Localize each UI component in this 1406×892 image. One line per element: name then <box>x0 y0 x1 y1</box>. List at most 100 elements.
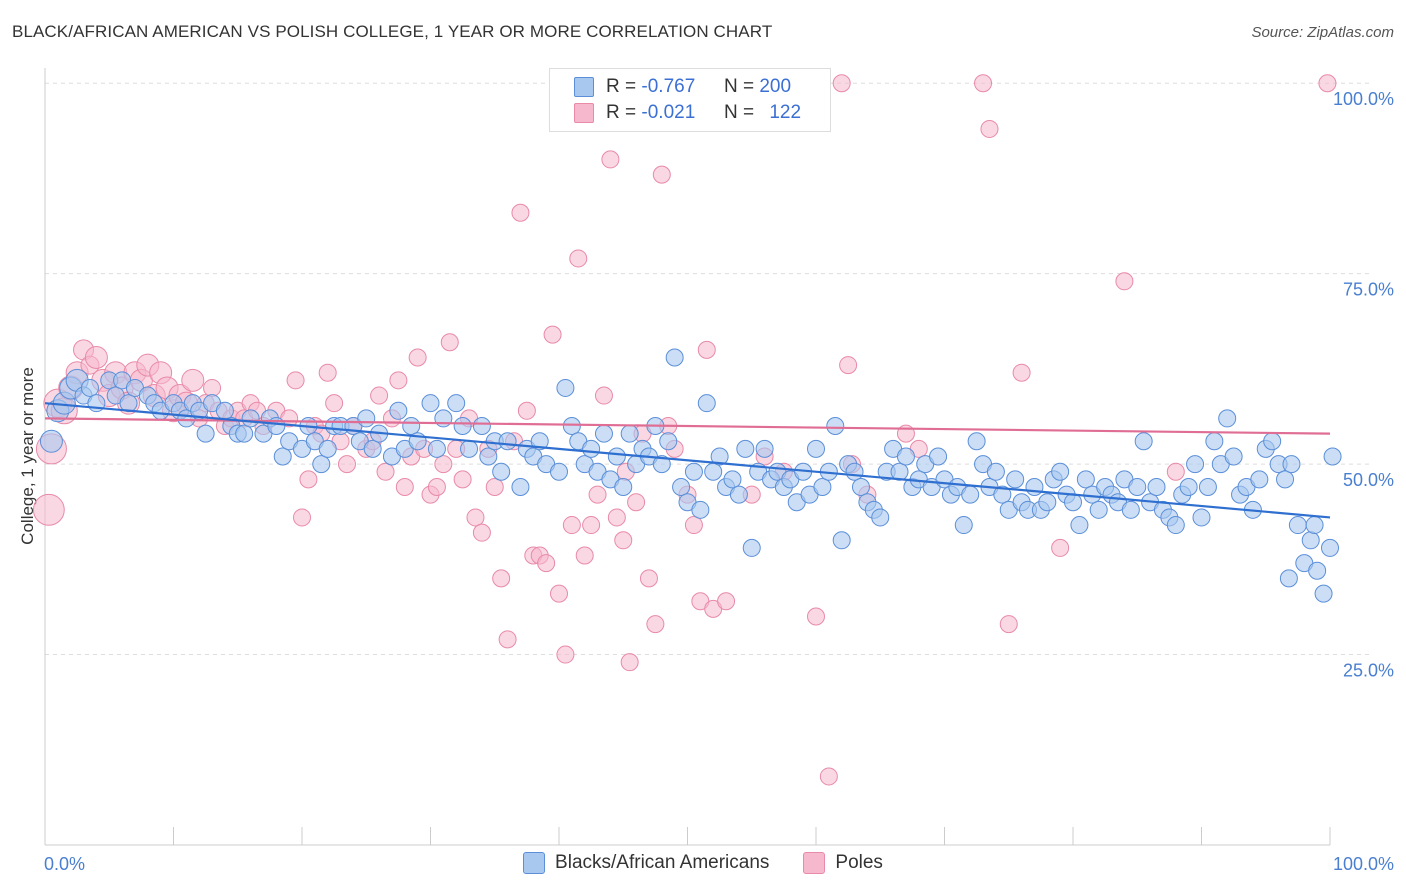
y-tick-label: 50.0% <box>1343 470 1394 490</box>
blacks-point <box>871 508 890 527</box>
blacks-point <box>1218 409 1237 428</box>
poles-point <box>427 477 446 496</box>
blacks-point <box>492 462 511 481</box>
blacks-point <box>1305 516 1324 535</box>
blacks-point <box>832 531 851 550</box>
blacks-point <box>684 462 703 481</box>
poles-point <box>32 493 65 526</box>
series-legend: Blacks/African Americans Poles <box>0 852 1406 874</box>
poles-point <box>620 653 639 672</box>
blacks-point <box>39 429 63 453</box>
poles-point <box>434 455 453 474</box>
poles-point <box>370 386 389 405</box>
poles-point <box>575 546 594 565</box>
blacks-point <box>620 424 639 443</box>
legend-item-poles: Poles <box>803 852 883 874</box>
blacks-point <box>1064 493 1082 512</box>
blacks-point <box>723 470 742 489</box>
poles-point <box>286 371 305 390</box>
x-tick-label: 100.0% <box>1333 854 1394 874</box>
poles-point <box>807 607 825 626</box>
blacks-point <box>704 462 723 481</box>
poles-point <box>1051 538 1070 557</box>
blacks-point <box>1038 493 1057 512</box>
r-value: -0.767 <box>641 76 696 97</box>
blacks-point <box>434 409 453 428</box>
blacks-point <box>993 485 1012 504</box>
blacks-point <box>427 439 446 458</box>
blacks-point <box>556 378 575 397</box>
blacks-point <box>582 439 601 458</box>
blue-swatch <box>574 77 594 97</box>
poles-point <box>652 165 671 184</box>
poles-point <box>395 477 414 496</box>
poles-trend-line <box>44 417 1331 435</box>
r-label: R = <box>606 76 637 97</box>
poles-point <box>498 630 517 649</box>
poles-point <box>819 767 838 786</box>
blacks-point <box>845 462 864 481</box>
blacks-point <box>1276 470 1295 489</box>
poles-point <box>1166 462 1185 481</box>
blacks-point <box>421 394 440 413</box>
axes <box>44 68 1331 846</box>
n-label: N = <box>723 76 755 97</box>
legend-label-poles: Poles <box>835 852 883 873</box>
poles-point <box>639 569 658 588</box>
blacks-point <box>215 401 234 420</box>
poles-point <box>684 516 703 535</box>
blacks-point <box>691 500 710 519</box>
blacks-point <box>652 455 671 474</box>
poles-point <box>588 485 607 504</box>
blacks-points <box>39 348 1342 603</box>
poles-point <box>717 592 736 611</box>
poles-point <box>582 516 601 535</box>
poles-point <box>299 470 318 489</box>
poles-point <box>974 74 993 93</box>
poles-point <box>1012 363 1031 382</box>
x-tick-label: 0.0% <box>44 854 85 874</box>
blacks-point <box>530 432 549 451</box>
blacks-point <box>1051 462 1070 481</box>
stats-legend: R = -0.767 N = 200 R = -0.021 N = 122 <box>549 68 831 132</box>
poles-point <box>453 470 472 489</box>
poles-point <box>537 554 556 573</box>
poles-point <box>517 401 536 420</box>
poles-point <box>550 584 568 603</box>
blacks-point <box>1025 477 1044 496</box>
poles-point <box>318 363 337 382</box>
blacks-point <box>1288 516 1307 535</box>
r-label: R = <box>606 102 637 123</box>
legend-item-blacks: Blacks/African Americans <box>523 852 769 874</box>
source-label: Source: ZipAtlas.com <box>1251 24 1394 41</box>
blacks-point <box>1006 470 1025 489</box>
poles-point <box>472 523 491 542</box>
pink-swatch <box>803 852 826 874</box>
blacks-point <box>729 485 748 504</box>
n-label: N = <box>723 102 755 123</box>
poles-point <box>440 333 459 352</box>
blacks-point <box>986 462 1005 481</box>
blacks-point <box>1128 477 1147 496</box>
n-value: 122 <box>769 102 802 123</box>
blacks-point <box>1179 477 1198 496</box>
poles-point <box>492 569 511 588</box>
poles-point <box>999 615 1018 634</box>
blacks-point <box>1224 447 1243 466</box>
blacks-point <box>550 462 568 481</box>
blacks-point <box>460 439 479 458</box>
blacks-point <box>697 394 716 413</box>
blacks-point <box>312 455 331 474</box>
blacks-point <box>357 409 376 428</box>
poles-point <box>697 340 716 359</box>
chart-title: BLACK/AFRICAN AMERICAN VS POLISH COLLEGE… <box>12 22 773 41</box>
blacks-point <box>736 439 755 458</box>
blacks-point <box>1279 569 1298 588</box>
blacks-point <box>1321 538 1339 557</box>
y-tick-label: 100.0% <box>1333 89 1394 109</box>
poles-point <box>181 368 205 392</box>
blacks-point <box>498 432 517 451</box>
poles-point <box>84 345 108 369</box>
blacks-point <box>273 447 292 466</box>
poles-point <box>389 371 408 390</box>
